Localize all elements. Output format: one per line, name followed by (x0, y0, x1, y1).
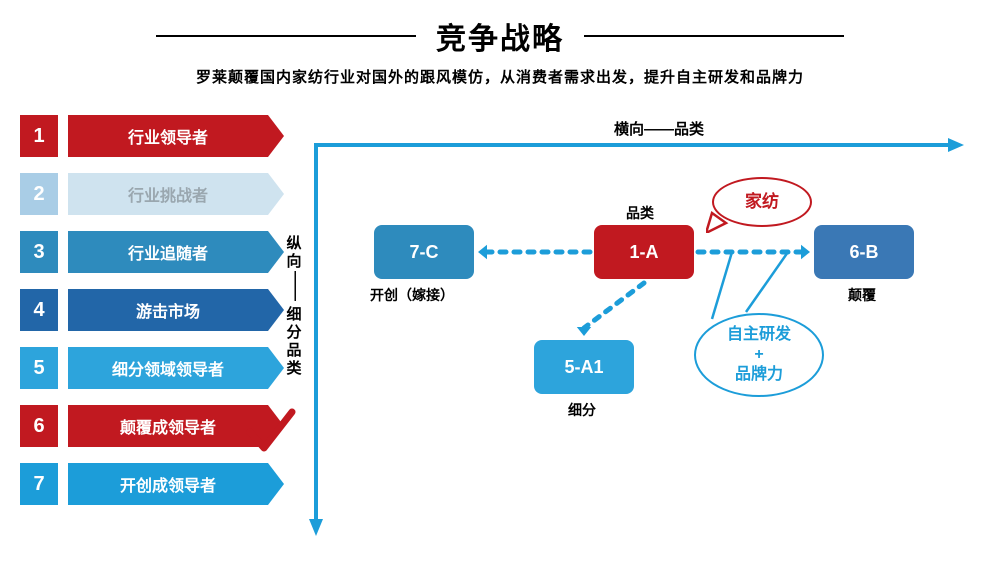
title-line-right (584, 35, 844, 37)
title-row: 竞争战略 (0, 14, 1000, 58)
list-item-number: 7 (20, 463, 58, 505)
title-line-left (156, 35, 416, 37)
chevron-right-icon (268, 347, 284, 389)
bubble1-text: 家纺 (745, 191, 779, 212)
list-item-label: 行业领导者 (68, 115, 268, 157)
list-item-label: 游击市场 (68, 289, 268, 331)
axis-v-label-top: 纵向 (286, 235, 301, 270)
bubble2-inner: 自主研发 + 品牌力 (727, 325, 791, 385)
chevron-right-icon (268, 231, 284, 273)
chevron-right-icon (268, 289, 284, 331)
bubble-rd-brand: 自主研发 + 品牌力 (694, 313, 824, 397)
content: 1行业领导者2行业挑战者3行业追随者4游击市场5细分领域领导者6颠覆成领导者7开… (0, 115, 1000, 585)
list-item: 4游击市场 (20, 289, 280, 331)
axes-area: 横向——品类 纵向 —— 细分品类 (314, 115, 984, 545)
list-item-label: 开创成领导者 (68, 463, 268, 505)
list-item-number: 1 (20, 115, 58, 157)
node-5a1: 5-A1 (534, 340, 634, 394)
list-item: 1行业领导者 (20, 115, 280, 157)
node-7c: 7-C (374, 225, 474, 279)
node-1a-label: 品类 (626, 203, 654, 223)
list-item-number: 2 (20, 173, 58, 215)
bubble-home-textile: 家纺 (712, 177, 812, 227)
strategy-list: 1行业领导者2行业挑战者3行业追随者4游击市场5细分领域领导者6颠覆成领导者7开… (20, 115, 280, 521)
bubble2-line1: 自主研发 (727, 326, 791, 343)
chevron-right-icon (268, 463, 284, 505)
list-item: 7开创成领导者 (20, 463, 280, 505)
list-item-number: 3 (20, 231, 58, 273)
list-item-label: 颠覆成领导者 (68, 405, 268, 447)
header: 竞争战略 罗莱颠覆国内家纺行业对国外的跟风模仿，从消费者需求出发，提升自主研发和… (0, 0, 1000, 87)
page-title: 竞争战略 (436, 14, 564, 58)
checkmark-icon (246, 406, 296, 456)
list-item: 6颠覆成领导者 (20, 405, 280, 447)
axis-v-label-bot: 细分品类 (286, 306, 301, 377)
bubble2-line3: 品牌力 (735, 366, 783, 383)
axis-v-label-sep: —— (286, 271, 304, 301)
node-6b-label: 颠覆 (848, 285, 876, 305)
bubble2-line2: + (754, 346, 763, 363)
chevron-right-icon (268, 115, 284, 157)
list-item-label: 行业挑战者 (68, 173, 268, 215)
list-item-label: 细分领域领导者 (68, 347, 268, 389)
diagram-connectors (314, 115, 984, 545)
list-item-number: 5 (20, 347, 58, 389)
list-item-label: 行业追随者 (68, 231, 268, 273)
list-item: 5细分领域领导者 (20, 347, 280, 389)
chevron-right-icon (268, 173, 284, 215)
list-item-number: 4 (20, 289, 58, 331)
axis-v-label: 纵向 —— 细分品类 (286, 235, 302, 378)
list-item: 3行业追随者 (20, 231, 280, 273)
list-item-number: 6 (20, 405, 58, 447)
node-5a1-label: 细分 (568, 400, 596, 420)
node-1a: 1-A (594, 225, 694, 279)
list-item: 2行业挑战者 (20, 173, 280, 215)
node-7c-label: 开创（嫁接） (370, 285, 454, 305)
bubble-tail-icon (706, 209, 730, 233)
page-subtitle: 罗莱颠覆国内家纺行业对国外的跟风模仿，从消费者需求出发，提升自主研发和品牌力 (0, 66, 1000, 87)
node-6b: 6-B (814, 225, 914, 279)
